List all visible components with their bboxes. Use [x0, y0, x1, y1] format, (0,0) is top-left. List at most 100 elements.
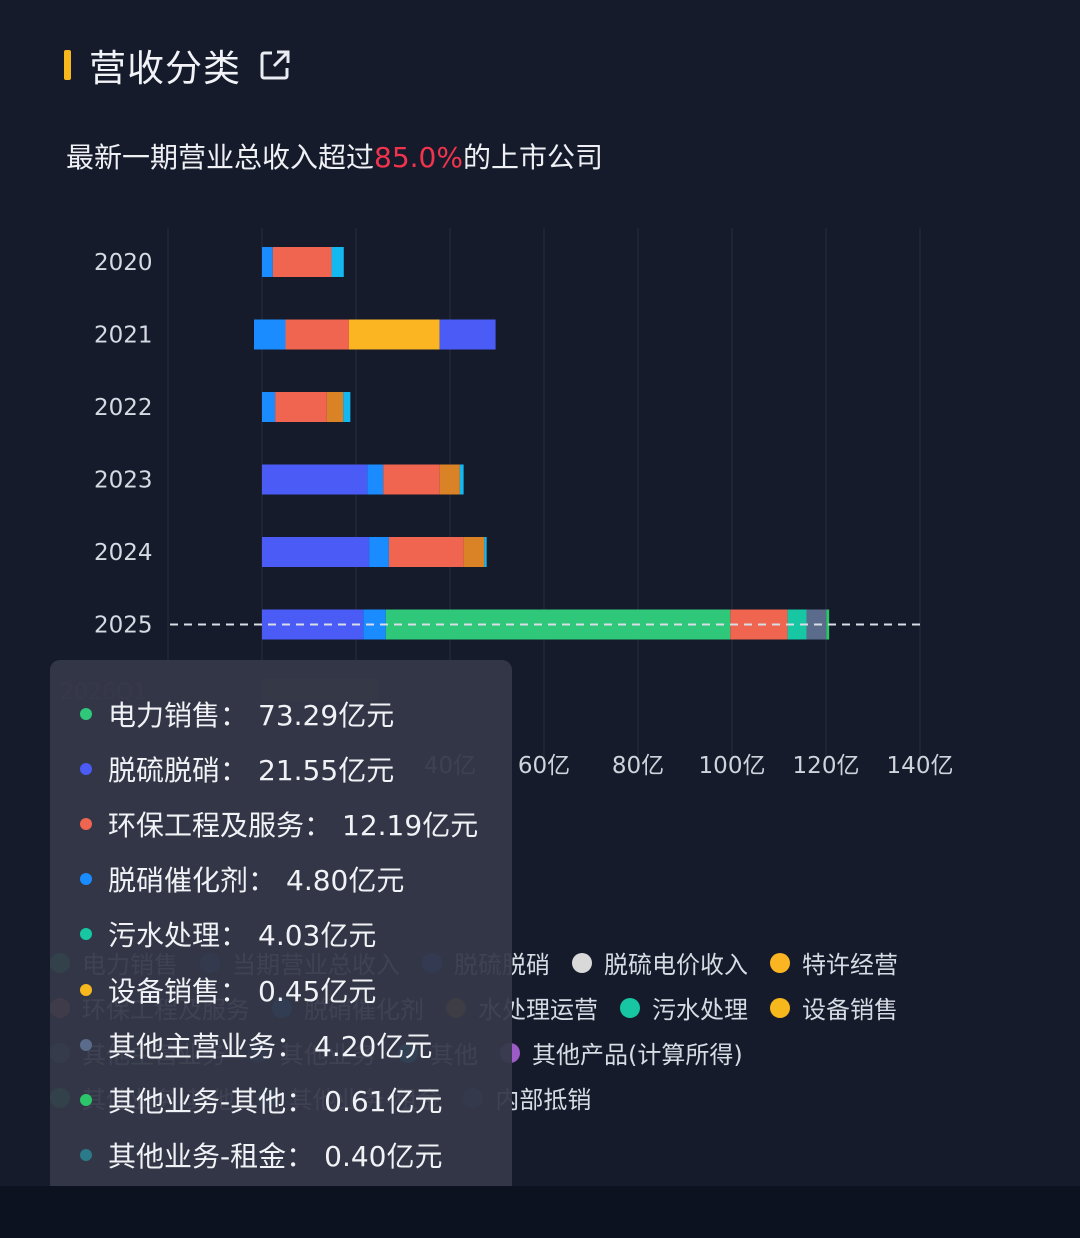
y-tick-label: 2021 [94, 323, 153, 349]
bar-segment [463, 537, 485, 567]
tooltip-name: 污水处理 [108, 919, 221, 953]
x-tick-label: 60亿 [518, 753, 570, 779]
tooltip-value: 21.55亿元 [258, 753, 395, 787]
tooltip-dot [80, 1093, 92, 1106]
bar-segment [275, 392, 327, 422]
tooltip-name: 环保工程及服务 [108, 808, 305, 842]
tooltip-dot [80, 873, 92, 886]
bar-segment [262, 537, 370, 567]
bar-segment [262, 464, 368, 495]
tooltip-row: 电力销售： 73.29亿元 [80, 686, 512, 741]
tooltip-value: 4.20亿元 [314, 1029, 433, 1063]
x-tick-label: 140亿 [887, 753, 954, 779]
bottom-strip [0, 1186, 1080, 1238]
tooltip-row: 脱硫脱硝： 21.55亿元 [80, 741, 512, 796]
y-tick-label: 2025 [94, 613, 153, 639]
tooltip-separator: ： [220, 698, 249, 732]
tooltip-row: 污水处理： 4.03亿元 [80, 907, 512, 962]
tooltip-dot [80, 928, 92, 941]
tooltip-name: 电力销售 [108, 698, 221, 732]
bar-segment [262, 392, 276, 422]
revenue-chart: 2020202120222023202420252026Q140亿60亿80亿1… [60, 228, 954, 779]
tooltip-value: 73.29亿元 [258, 698, 395, 732]
bar-segment [348, 319, 440, 350]
tooltip-name: 脱硫脱硝 [108, 753, 221, 787]
tooltip-row: 设备销售： 0.45亿元 [80, 962, 512, 1017]
section-header: 营收分类 [64, 38, 293, 92]
tooltip-name: 设备销售 [108, 974, 221, 1008]
tooltip-separator: ： [220, 974, 249, 1008]
legend-item[interactable]: 污水处理 [620, 990, 748, 1025]
legend-label: 其他产品(计算所得) [532, 1041, 743, 1069]
x-tick-label: 80亿 [612, 753, 664, 779]
legend-label: 脱硫电价收入 [604, 951, 748, 979]
bar-segment [343, 392, 351, 422]
tooltip-separator: ： [286, 1084, 315, 1118]
bar-segment [285, 319, 349, 350]
tooltip-separator: ： [286, 1140, 315, 1174]
bar-segment [262, 247, 273, 277]
legend-item[interactable]: 设备销售 [770, 990, 898, 1025]
tooltip-separator: ： [220, 919, 249, 953]
tooltip-row: 其他业务-租金： 0.40亿元 [80, 1128, 512, 1183]
tooltip-name: 脱硝催化剂 [108, 864, 249, 898]
tooltip-separator: ： [220, 753, 249, 787]
bar-segment [254, 319, 286, 350]
tooltip-dot [80, 762, 92, 775]
legend-dot [620, 997, 640, 1018]
y-tick-label: 2023 [94, 468, 153, 494]
tooltip-row: 脱硝催化剂： 4.80亿元 [80, 852, 512, 907]
legend-dot [770, 997, 790, 1018]
tooltip-value: 12.19亿元 [342, 808, 479, 842]
tooltip-separator: ： [248, 864, 277, 898]
tooltip-row: 环保工程及服务： 12.19亿元 [80, 796, 512, 851]
legend-item[interactable]: 特许经营 [770, 945, 898, 980]
tooltip-name: 其他业务-其他 [108, 1084, 287, 1118]
legend-item[interactable]: 其他产品(计算所得) [500, 1035, 743, 1070]
page-title: 营收分类 [89, 47, 241, 90]
bar-segment [787, 609, 807, 640]
subtitle-suffix: 的上市公司 [462, 141, 603, 174]
tooltip: 电力销售： 73.29亿元 脱硫脱硝： 21.55亿元 环保工程及服务： 12.19亿元脱… [50, 660, 512, 1218]
tooltip-dot [80, 983, 92, 996]
tooltip-value: 0.45亿元 [258, 974, 377, 1008]
legend-item[interactable]: 脱硫电价收入 [572, 945, 748, 980]
subtitle: 最新一期营业总收入超过85.0%的上市公司 [66, 136, 603, 176]
x-tick-label: 100亿 [699, 753, 766, 779]
legend-dot [572, 952, 592, 973]
tooltip-separator: ： [276, 1029, 305, 1063]
tooltip-value: 0.61亿元 [324, 1084, 443, 1118]
tooltip-name: 其他主营业务 [108, 1029, 277, 1063]
tooltip-dot [80, 1038, 92, 1051]
tooltip-dot [80, 707, 92, 720]
tooltip-row: 其他业务-其他： 0.61亿元 [80, 1072, 512, 1127]
y-tick-label: 2024 [94, 540, 153, 566]
bar-segment [439, 319, 496, 350]
y-tick-label: 2020 [94, 250, 153, 276]
bar-segment [383, 464, 440, 495]
legend-dot [770, 952, 790, 973]
subtitle-prefix: 最新一期营业总收入超过 [66, 141, 375, 174]
legend-label: 污水处理 [652, 996, 748, 1024]
bar-segment [484, 537, 487, 567]
bar-segment [367, 464, 384, 495]
bar-segment [272, 247, 332, 277]
bar-segment [826, 609, 830, 640]
legend-label: 设备销售 [802, 996, 898, 1024]
x-tick-label: 120亿 [793, 753, 860, 779]
bar-segment [363, 609, 386, 640]
bar-segment [326, 392, 344, 422]
bar-segment [439, 464, 460, 495]
tooltip-value: 0.40亿元 [324, 1140, 443, 1174]
tooltip-dot [80, 1149, 92, 1162]
tooltip-name: 其他业务-租金 [108, 1140, 287, 1174]
y-tick-label: 2022 [94, 395, 153, 421]
bar-segment [388, 537, 464, 567]
bar-segment [459, 464, 464, 495]
bar-segment [331, 247, 344, 277]
tooltip-dot [80, 817, 92, 830]
bar-segment [369, 537, 389, 567]
legend-label: 特许经营 [802, 951, 898, 979]
subtitle-highlight: 85.0% [374, 141, 463, 174]
external-link-icon[interactable] [257, 47, 293, 83]
